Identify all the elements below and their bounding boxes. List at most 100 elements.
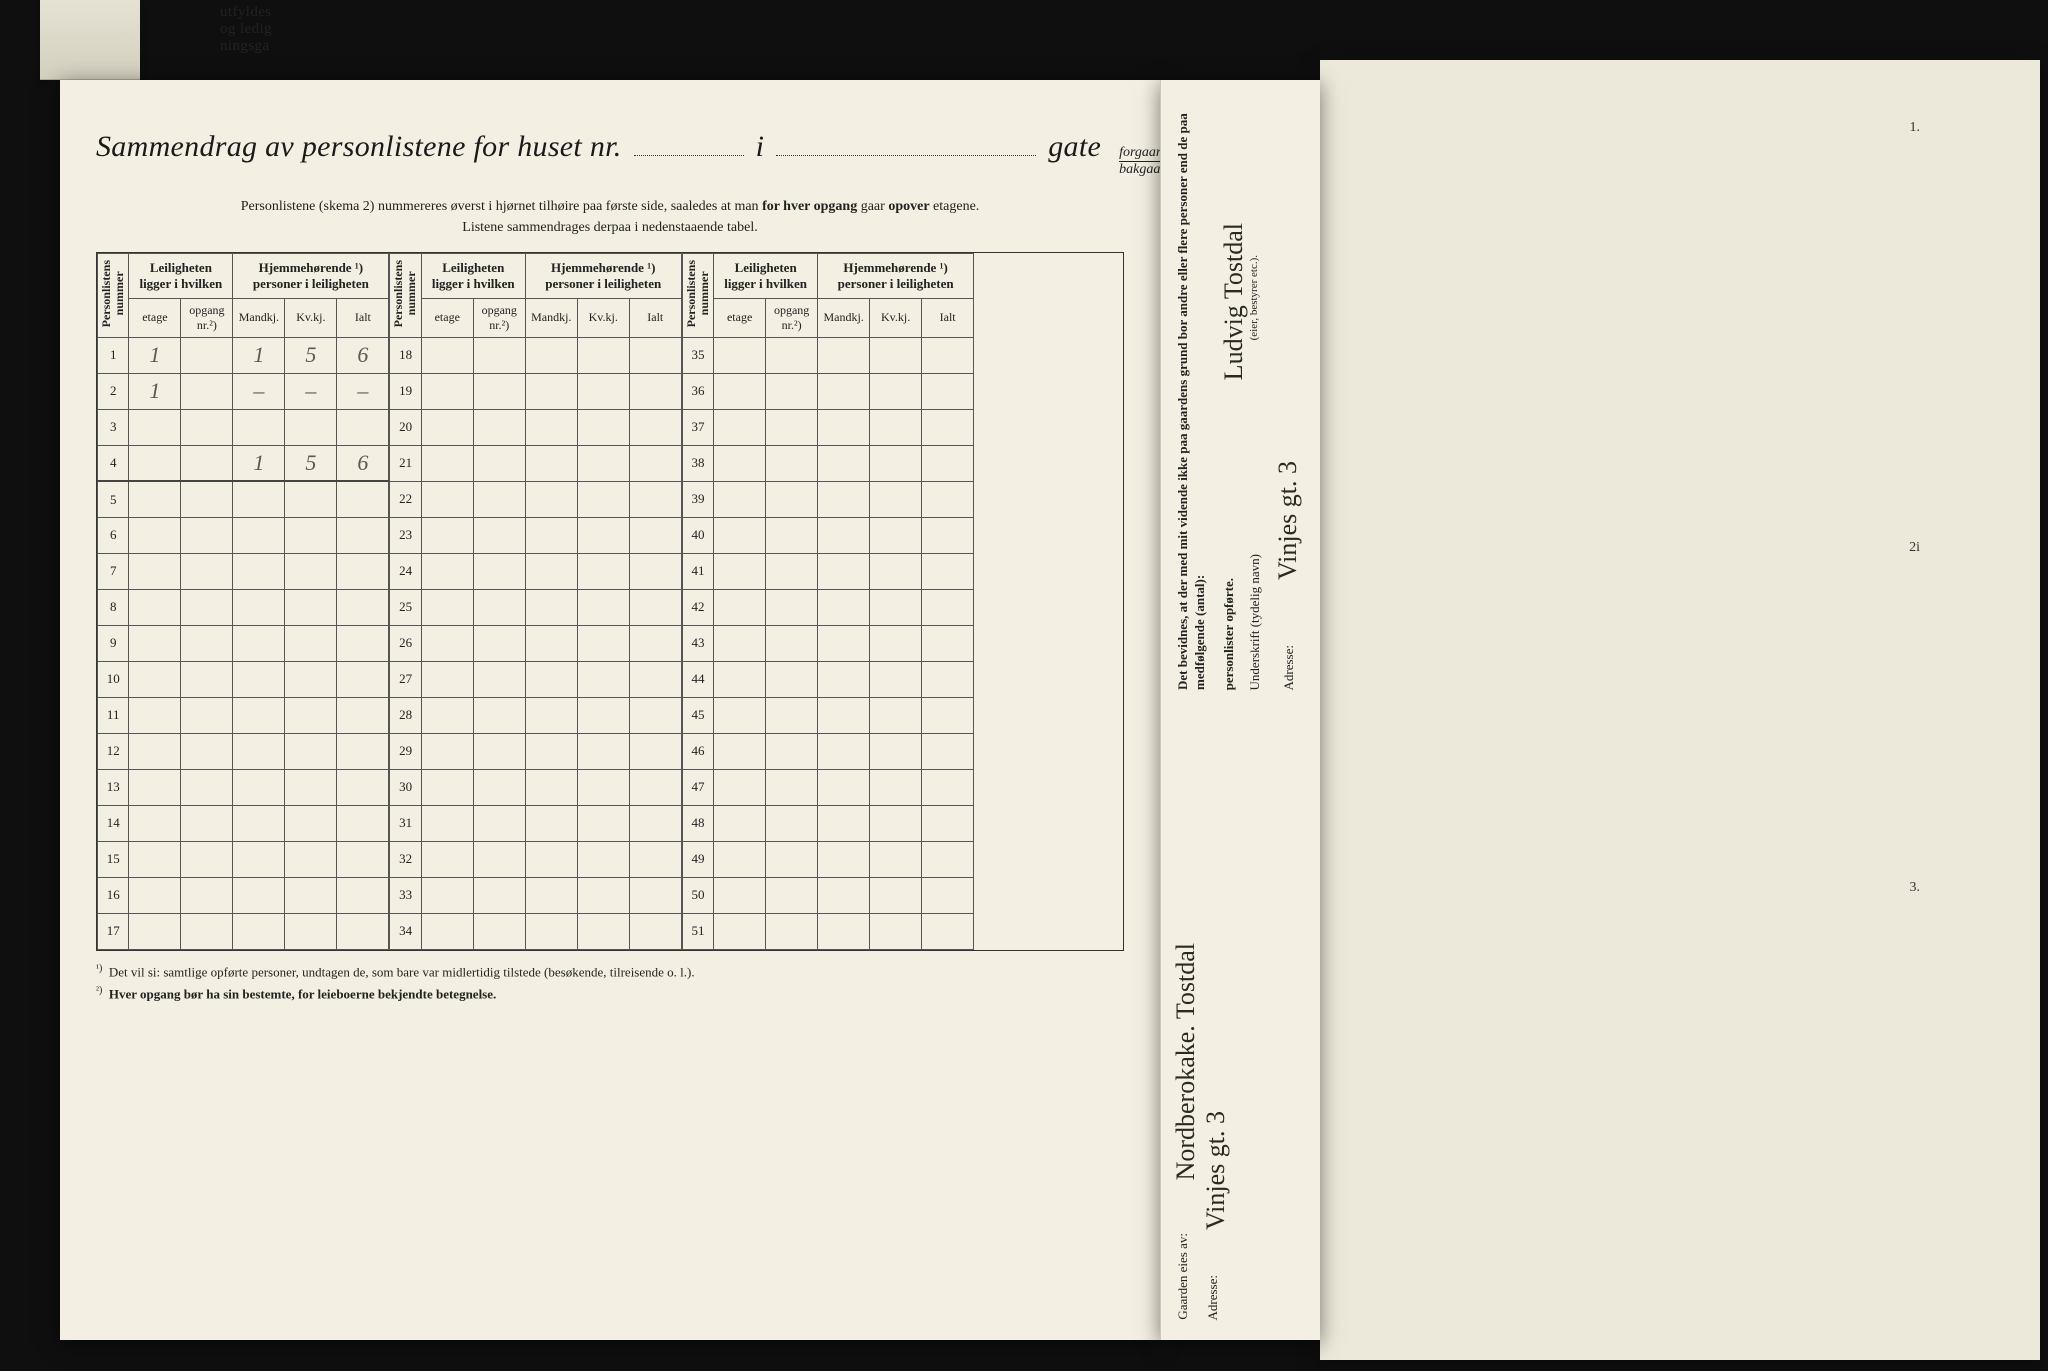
cell-kvkj [870,733,922,769]
col-opgang: opgangnr.²) [473,298,525,337]
cell-ialt [629,373,681,409]
cell-mandkj [233,877,285,913]
col-ialt: Ialt [922,298,974,337]
cell-kvkj [285,769,337,805]
table-row: 51 [682,913,973,949]
table-row: 48 [682,805,973,841]
cell-etage [714,697,766,733]
table-row: 32 [390,841,681,877]
table-row: 5 [98,481,389,517]
col-ialt: Ialt [629,298,681,337]
cell-opgang [181,517,233,553]
row-number: 8 [98,589,129,625]
cell-kvkj [285,841,337,877]
cell-kvkj [285,625,337,661]
cell-kvkj [577,445,629,481]
row-number: 2 [98,373,129,409]
cell-mandkj [525,769,577,805]
cell-kvkj [285,913,337,949]
cell-opgang [181,625,233,661]
cell-mandkj [818,877,870,913]
cell-ialt [337,661,389,697]
cell-ialt [922,769,974,805]
cell-mandkj [525,805,577,841]
col-mandkj: Mandkj. [233,298,285,337]
cell-kvkj [577,877,629,913]
cell-mandkj [818,661,870,697]
cell-mandkj [233,517,285,553]
cell-kvkj [577,913,629,949]
cell-mandkj [818,517,870,553]
cell-opgang [473,841,525,877]
table-row: 8 [98,589,389,625]
cell-kvkj [577,517,629,553]
cell-kvkj [577,409,629,445]
cell-mandkj: 1 [233,337,285,373]
adresse2-handwritten: Vinjes gt. 3 [1271,461,1305,580]
table-row: 22 [390,481,681,517]
cell-ialt [922,661,974,697]
cell-kvkj [870,553,922,589]
intro-line1d: opover [888,199,929,214]
document-page: Sammendrag av personlistene for huset nr… [60,80,1160,1340]
row-number: 49 [682,841,713,877]
cell-kvkj [577,805,629,841]
row-number: 45 [682,697,713,733]
cell-ialt [922,733,974,769]
cell-kvkj [285,589,337,625]
table-row: 31 [390,805,681,841]
cell-etage [421,769,473,805]
cell-kvkj [285,553,337,589]
cell-ialt [629,697,681,733]
row-number: 15 [98,841,129,877]
cell-etage [421,481,473,517]
cell-etage [714,661,766,697]
row-number: 41 [682,553,713,589]
facing-page-edge: 1. 2i 3. [1320,60,2040,1360]
cell-ialt [922,805,974,841]
col-etage: etage [714,298,766,337]
table-row: 37 [682,409,973,445]
table-row: 34 [390,913,681,949]
cell-opgang [766,697,818,733]
title-part2: i [756,130,765,164]
cell-mandkj [818,805,870,841]
cell-kvkj [577,481,629,517]
cell-opgang [181,661,233,697]
row-number: 1 [98,337,129,373]
table-row: 49 [682,841,973,877]
cell-kvkj [285,409,337,445]
table-row: 16 [98,877,389,913]
cell-etage [714,841,766,877]
cell-ialt [629,625,681,661]
cell-kvkj [870,841,922,877]
col-personlistens-nummer: Personlistensnummer [98,253,129,337]
cell-opgang [766,805,818,841]
row-number: 30 [390,769,421,805]
cell-etage [714,517,766,553]
cell-ialt [629,589,681,625]
col-etage: etage [129,298,181,337]
cell-ialt [922,553,974,589]
table-row: 29 [390,733,681,769]
cell-ialt [337,769,389,805]
row-number: 13 [98,769,129,805]
cell-kvkj [870,769,922,805]
cell-opgang [473,625,525,661]
row-number: 39 [682,481,713,517]
row-number: 4 [98,445,129,481]
title-part1: Sammendrag av personlistene for huset nr… [96,130,622,164]
cell-kvkj [870,445,922,481]
cell-opgang [766,841,818,877]
cell-ialt [337,481,389,517]
row-number: 5 [98,481,129,517]
cell-ialt [337,409,389,445]
cell-etage [714,805,766,841]
row-number: 22 [390,481,421,517]
row-number: 17 [98,913,129,949]
adresse1-handwritten: Vinjes gt. 3 [1199,1111,1233,1230]
col-hjemmehorende: Hjemmehørende ¹)personer i leiligheten [818,253,974,298]
intro-text: Personlistene (skema 2) nummereres øvers… [96,196,1124,238]
row-number: 35 [682,337,713,373]
table-row: 18 [390,337,681,373]
